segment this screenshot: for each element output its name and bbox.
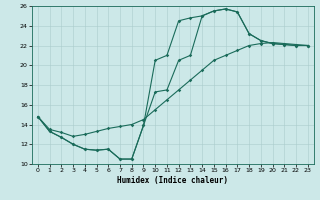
X-axis label: Humidex (Indice chaleur): Humidex (Indice chaleur) — [117, 176, 228, 185]
